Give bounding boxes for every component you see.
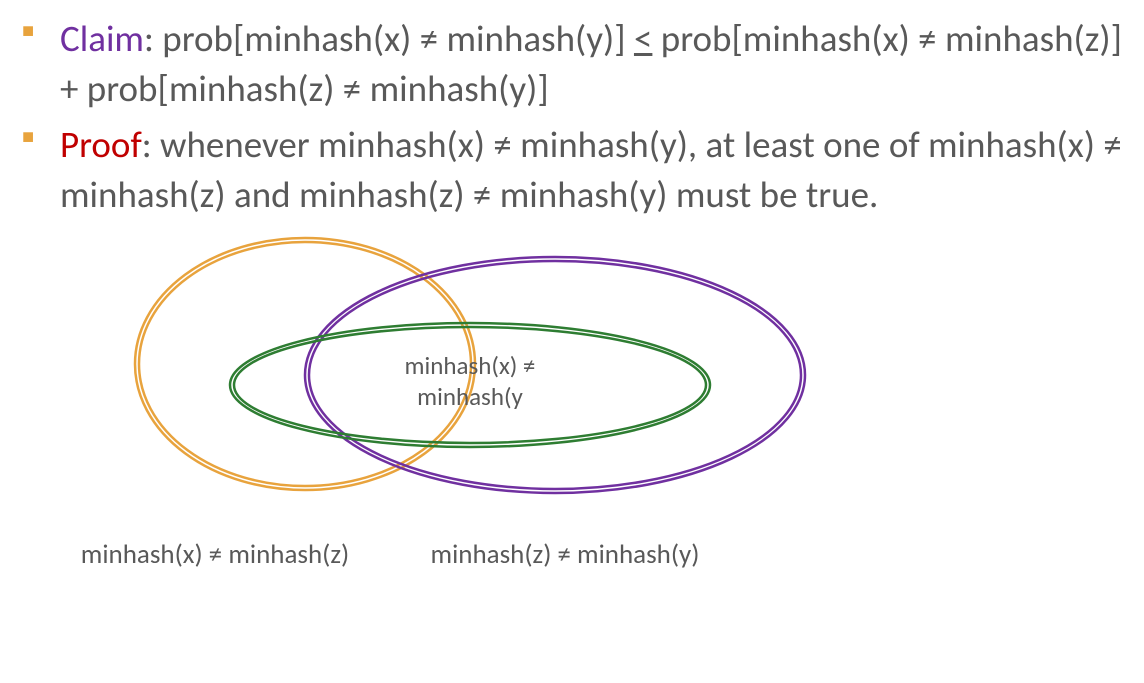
venn-left-label: minhash(x) ≠ minhash(z): [45, 538, 385, 571]
claim-label: Claim: [60, 16, 144, 61]
venn-right-label: minhash(z) ≠ minhash(y): [395, 538, 735, 571]
proof-label: Proof: [60, 122, 142, 167]
claim-text-1: : prob[minhash(x) ≠ minhash(y)]: [144, 16, 634, 61]
center-line1: minhash(x) ≠: [405, 350, 536, 381]
bullet-claim: Claim: prob[minhash(x) ≠ minhash(y)] < p…: [60, 14, 1124, 114]
bullet-proof: Proof: whenever minhash(x) ≠ minhash(y),…: [60, 120, 1124, 220]
claim-le: <: [634, 16, 652, 61]
venn-diagram: minhash(x) ≠ minhash(y minhash(x) ≠ minh…: [0, 230, 1000, 600]
center-line2: minhash(y: [417, 381, 523, 412]
proof-text: : whenever minhash(x) ≠ minhash(y), at l…: [60, 122, 1122, 217]
venn-center-label: minhash(x) ≠ minhash(y: [360, 350, 580, 412]
